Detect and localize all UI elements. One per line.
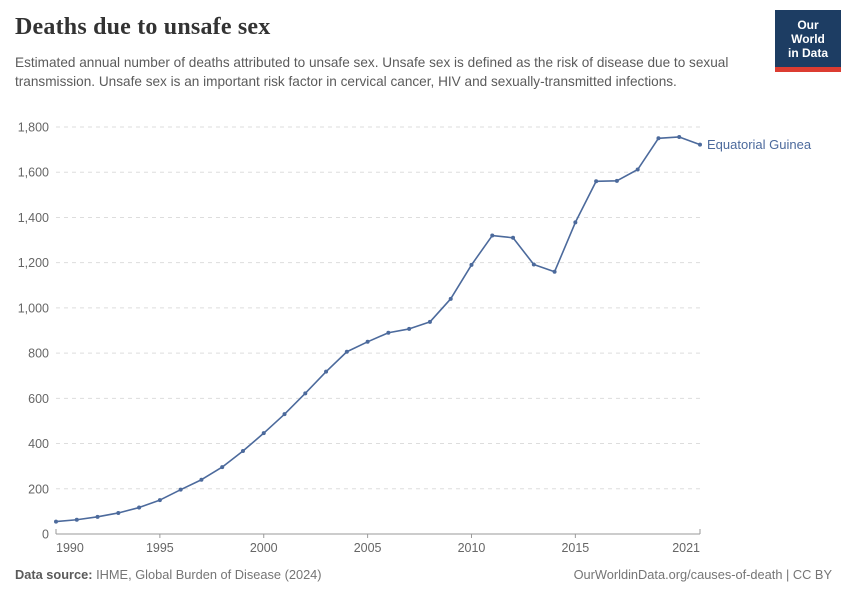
series-line-equatorial-guinea[interactable] — [55, 136, 701, 523]
data-source: Data source: IHME, Global Burden of Dise… — [15, 567, 322, 582]
data-point-2011[interactable] — [490, 233, 495, 238]
y-tick-label-1200: 1,200 — [18, 256, 49, 270]
series-label[interactable]: Equatorial Guinea — [707, 137, 812, 152]
data-point-1995[interactable] — [157, 498, 162, 503]
y-tick-label-1600: 1,600 — [18, 166, 49, 180]
credit-line[interactable]: OurWorldinData.org/causes-of-death | CC … — [573, 567, 832, 582]
data-point-1993[interactable] — [116, 510, 121, 515]
data-point-2013[interactable] — [531, 262, 536, 267]
y-tick-label-1800: 1,800 — [18, 121, 49, 135]
data-point-2017[interactable] — [614, 178, 619, 183]
data-point-2021[interactable] — [698, 142, 702, 147]
data-point-2002[interactable] — [303, 391, 308, 396]
chart-footer: Data source: IHME, Global Burden of Dise… — [15, 567, 832, 582]
y-tick-label-1400: 1,400 — [18, 211, 49, 225]
data-point-2018[interactable] — [635, 167, 640, 172]
owid-logo-line2: in Data — [787, 46, 828, 60]
owid-logo-line1: Our World — [791, 18, 825, 46]
chart-subtitle: Estimated annual number of deaths attrib… — [15, 55, 729, 89]
data-point-2019[interactable] — [656, 136, 661, 141]
data-point-1999[interactable] — [240, 449, 245, 454]
x-tick-label-1995: 1995 — [146, 541, 174, 555]
data-point-2012[interactable] — [511, 235, 516, 240]
data-point-2004[interactable] — [344, 349, 349, 354]
data-point-1994[interactable] — [137, 505, 142, 510]
y-tick-label-800: 800 — [28, 347, 49, 361]
data-point-2000[interactable] — [261, 431, 266, 436]
y-tick-label-600: 600 — [28, 392, 49, 406]
y-tick-label-1000: 1,000 — [18, 301, 49, 315]
data-point-2014[interactable] — [552, 269, 557, 274]
data-point-1997[interactable] — [199, 477, 204, 482]
chart-header: Deaths due to unsafe sex Estimated annua… — [15, 14, 835, 91]
x-tick-label-1990: 1990 — [56, 541, 84, 555]
x-tick-label-2015: 2015 — [561, 541, 589, 555]
y-tick-label-400: 400 — [28, 437, 49, 451]
data-source-text: IHME, Global Burden of Disease (2024) — [92, 567, 322, 582]
y-tick-label-0: 0 — [42, 528, 49, 542]
data-point-2006[interactable] — [386, 330, 391, 335]
data-source-label: Data source: — [15, 567, 93, 582]
data-point-2020[interactable] — [677, 134, 682, 139]
data-point-2016[interactable] — [594, 179, 599, 184]
x-tick-label-2005: 2005 — [354, 541, 382, 555]
data-point-2008[interactable] — [427, 319, 432, 324]
data-point-1998[interactable] — [220, 465, 225, 470]
data-point-1991[interactable] — [74, 517, 79, 522]
data-point-2005[interactable] — [365, 339, 370, 344]
data-point-2009[interactable] — [448, 296, 453, 301]
x-tick-label-2010: 2010 — [458, 541, 486, 555]
data-point-2001[interactable] — [282, 412, 287, 417]
data-point-1992[interactable] — [95, 514, 100, 519]
data-point-1990[interactable] — [54, 519, 58, 524]
data-point-1996[interactable] — [178, 487, 183, 492]
data-point-2003[interactable] — [324, 369, 329, 374]
owid-logo[interactable]: Our World in Data — [775, 10, 841, 72]
data-point-2007[interactable] — [407, 326, 412, 331]
x-tick-label-2021: 2021 — [672, 541, 700, 555]
y-tick-label-200: 200 — [28, 482, 49, 496]
x-tick-label-2000: 2000 — [250, 541, 278, 555]
data-point-2010[interactable] — [469, 262, 474, 267]
data-point-2015[interactable] — [573, 220, 578, 225]
chart-title: Deaths due to unsafe sex — [15, 14, 271, 40]
